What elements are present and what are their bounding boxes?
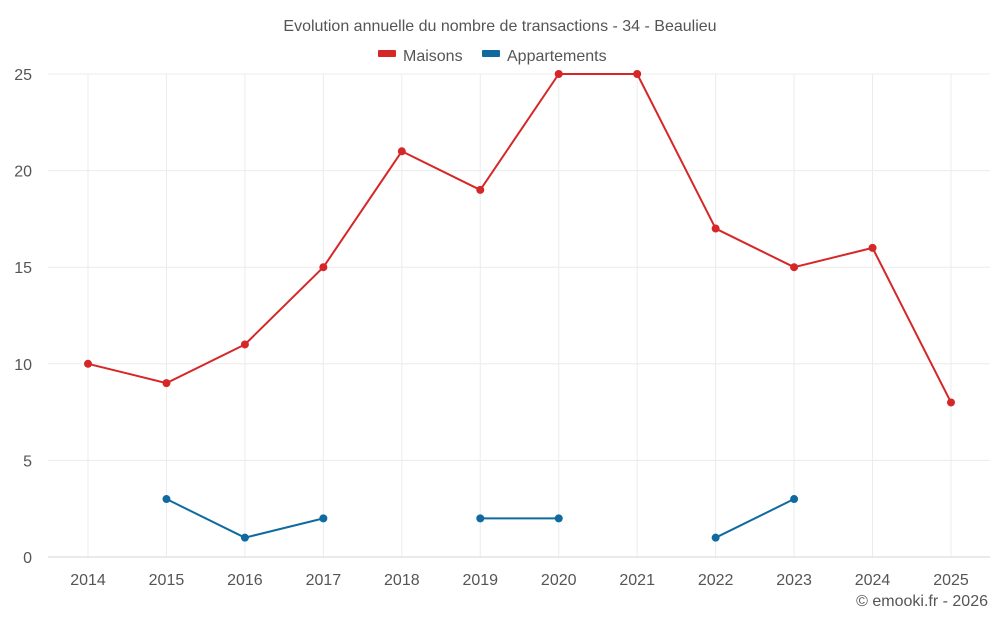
- legend-swatch: [378, 50, 396, 57]
- legend-label: Maisons: [403, 48, 463, 65]
- credit: © emooki.fr - 2026: [856, 593, 988, 610]
- series-maisons: [84, 70, 955, 407]
- x-tick-label: 2016: [227, 572, 263, 589]
- y-tick-label: 25: [14, 67, 32, 84]
- data-point: [240, 340, 249, 349]
- x-tick-label: 2020: [541, 572, 577, 589]
- y-tick-label: 15: [14, 260, 32, 277]
- data-point: [240, 533, 249, 542]
- series-appartements: [162, 495, 799, 542]
- data-point: [554, 70, 563, 78]
- x-tick-label: 2018: [384, 572, 420, 589]
- data-point: [476, 185, 485, 194]
- data-point: [84, 359, 92, 368]
- legend-item-maisons[interactable]: Maisons: [378, 48, 463, 65]
- data-point: [554, 514, 563, 523]
- series-line: [87, 73, 952, 403]
- x-tick-label: 2024: [855, 572, 891, 589]
- data-point: [711, 224, 720, 233]
- series-layer: [84, 70, 955, 542]
- data-point: [633, 70, 642, 78]
- data-point: [711, 533, 720, 542]
- y-tick-label: 5: [23, 453, 32, 470]
- data-point: [790, 263, 799, 272]
- x-tick-label: 2019: [462, 572, 498, 589]
- y-tick-label: 20: [14, 164, 32, 181]
- legend[interactable]: Maisons Appartements: [378, 48, 607, 65]
- legend-item-appartements[interactable]: Appartements: [482, 48, 607, 65]
- data-point: [947, 398, 955, 407]
- y-tick-label: 0: [23, 550, 32, 567]
- x-tick-label: 2022: [698, 572, 734, 589]
- series-line: [715, 498, 795, 539]
- data-point: [319, 514, 328, 523]
- x-tick-label: 2021: [619, 572, 655, 589]
- data-point: [476, 514, 485, 523]
- legend-label: Appartements: [507, 48, 607, 65]
- chart-title: Evolution annuelle du nombre de transact…: [283, 18, 716, 35]
- x-tick-label: 2023: [776, 572, 812, 589]
- x-tick-label: 2017: [306, 572, 342, 589]
- y-tick-label: 10: [14, 357, 32, 374]
- y-axis-ticks: 0 5 10 15 20 25: [14, 67, 32, 567]
- gridlines: [48, 73, 990, 558]
- x-tick-label: 2015: [149, 572, 185, 589]
- data-point: [397, 147, 406, 156]
- data-point: [790, 495, 799, 504]
- x-tick-label: 2014: [70, 572, 106, 589]
- data-point: [162, 379, 171, 388]
- data-point: [319, 263, 328, 272]
- x-tick-label: 2025: [933, 572, 969, 589]
- data-point: [162, 495, 171, 504]
- data-point: [868, 243, 877, 252]
- legend-swatch: [482, 50, 500, 57]
- x-axis-ticks: 2014 2015 2016 2017 2018 2019 2020 2021 2022 2023…: [70, 572, 969, 589]
